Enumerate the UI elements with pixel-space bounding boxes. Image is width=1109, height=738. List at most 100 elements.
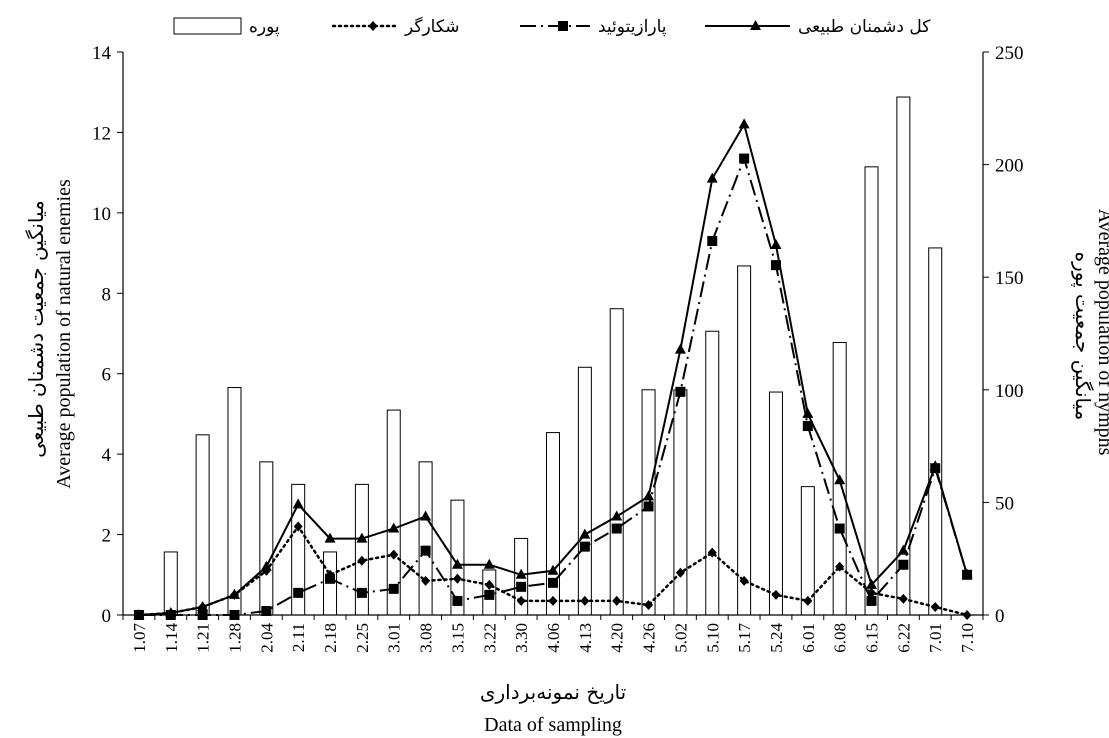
data-point bbox=[580, 595, 590, 606]
data-point bbox=[356, 587, 367, 598]
y-left-label-en: Average population of natural enemies bbox=[53, 179, 75, 489]
axes: 0 2 4 6 8 10 12 14 0 50 100 150 200 250 1.07 1.14 1.21 1.… bbox=[92, 43, 1024, 653]
data-point bbox=[548, 595, 558, 606]
y-right-label-en: Average population of nymphs bbox=[1094, 209, 1109, 456]
data-point bbox=[707, 547, 717, 558]
legend-marker bbox=[368, 21, 378, 31]
data-point bbox=[324, 532, 336, 543]
data-point bbox=[770, 239, 782, 250]
data-point bbox=[516, 595, 526, 606]
x-tick-label: 2.25 bbox=[353, 623, 372, 653]
x-tick-label: 3.30 bbox=[512, 623, 531, 653]
legend-label: پوره bbox=[249, 17, 280, 37]
bar bbox=[768, 391, 783, 616]
bar bbox=[928, 247, 943, 616]
data-point bbox=[898, 559, 909, 570]
data-point bbox=[451, 558, 463, 569]
y-left-tick-label: 2 bbox=[102, 526, 112, 547]
legend-label: کل دشمنان طبیعی bbox=[798, 17, 931, 37]
bar bbox=[227, 387, 242, 616]
data-point bbox=[388, 583, 399, 594]
data-point bbox=[706, 172, 718, 183]
data-point bbox=[611, 510, 623, 521]
data-point bbox=[548, 577, 558, 588]
x-tick-label: 3.22 bbox=[480, 623, 499, 653]
x-tick-label: 6.15 bbox=[863, 623, 882, 653]
y-right-tick-label: 150 bbox=[995, 268, 1024, 289]
data-point bbox=[420, 545, 431, 556]
data-point bbox=[357, 555, 367, 566]
data-point bbox=[388, 522, 400, 533]
data-point bbox=[197, 600, 209, 611]
data-point bbox=[644, 599, 654, 610]
legend-marker bbox=[750, 20, 761, 30]
legend-swatch-bar bbox=[173, 17, 242, 35]
data-point bbox=[612, 595, 622, 606]
data-point bbox=[452, 573, 462, 584]
data-point bbox=[961, 568, 973, 579]
x-tick-label: 6.08 bbox=[831, 623, 850, 653]
x-tick-label: 4.20 bbox=[608, 623, 627, 653]
data-point bbox=[293, 587, 304, 598]
data-point bbox=[228, 588, 240, 599]
x-tick-label: 4.13 bbox=[576, 623, 595, 653]
data-point bbox=[738, 118, 750, 129]
data-point bbox=[802, 420, 813, 431]
data-point bbox=[611, 523, 622, 534]
y-right-tick-label: 250 bbox=[995, 43, 1024, 64]
x-tick-label: 4.26 bbox=[640, 623, 659, 653]
x-tick-label: 1.14 bbox=[162, 623, 181, 653]
bar bbox=[673, 389, 688, 616]
x-label-fa: تاریخ نمونه‌برداری bbox=[480, 680, 626, 704]
x-tick-label: 7.10 bbox=[958, 623, 977, 653]
x-tick-label: 5.10 bbox=[703, 623, 722, 653]
axis-titles: میانگین جمعیت دشمنان طبیعی Average popul… bbox=[24, 179, 1109, 736]
data-point bbox=[674, 343, 686, 354]
data-point bbox=[802, 407, 814, 418]
data-point bbox=[739, 575, 749, 586]
data-point bbox=[898, 593, 908, 604]
x-tick-label: 6.22 bbox=[894, 623, 913, 653]
x-tick-label: 1.28 bbox=[225, 623, 244, 653]
legend-label: پارازیتوئید bbox=[598, 17, 667, 37]
legend-marker bbox=[558, 21, 568, 31]
y-left-tick-label: 4 bbox=[102, 445, 112, 466]
x-tick-label: 5.24 bbox=[767, 623, 786, 653]
data-point bbox=[133, 609, 145, 619]
data-point bbox=[771, 589, 781, 600]
x-tick-label: 4.06 bbox=[544, 623, 563, 653]
data-point bbox=[547, 564, 559, 575]
data-point bbox=[325, 573, 336, 584]
data-point bbox=[675, 386, 686, 397]
data-point bbox=[483, 558, 495, 569]
data-point bbox=[707, 236, 718, 247]
x-label-en: Data of sampling bbox=[484, 714, 622, 736]
data-point bbox=[484, 579, 494, 590]
bar bbox=[195, 434, 210, 616]
data-point bbox=[515, 568, 527, 579]
data-point bbox=[293, 521, 303, 532]
x-tick-label: 5.02 bbox=[671, 623, 690, 653]
data-point bbox=[866, 578, 878, 589]
y-left-tick-label: 0 bbox=[102, 606, 112, 627]
bar bbox=[737, 265, 752, 616]
x-tick-label: 1.21 bbox=[194, 623, 213, 653]
bar bbox=[259, 461, 274, 616]
y-right-tick-label: 100 bbox=[995, 381, 1024, 402]
y-left-tick-label: 14 bbox=[92, 43, 112, 64]
data-point bbox=[292, 498, 304, 509]
data-point bbox=[770, 260, 781, 271]
data-point bbox=[420, 510, 432, 521]
data-point bbox=[516, 581, 527, 592]
y-right-tick-label: 0 bbox=[995, 606, 1005, 627]
x-tick-label: 1.07 bbox=[130, 623, 149, 653]
y-left-tick-label: 10 bbox=[92, 204, 111, 225]
bar bbox=[609, 308, 624, 616]
data-point bbox=[579, 528, 591, 539]
data-point bbox=[930, 601, 940, 612]
y-left-tick-label: 8 bbox=[102, 284, 112, 305]
data-point bbox=[484, 589, 495, 600]
legend-label: شکارگر bbox=[404, 16, 460, 37]
x-tick-label: 3.15 bbox=[448, 623, 467, 653]
x-tick-label: 2.04 bbox=[257, 623, 276, 653]
